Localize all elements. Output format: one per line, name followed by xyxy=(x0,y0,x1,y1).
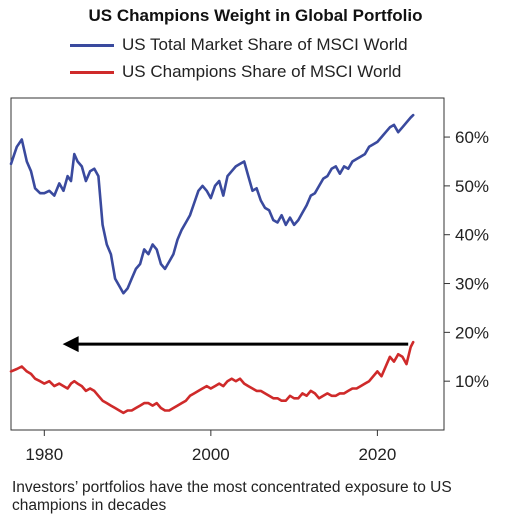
y-tick-label: 60% xyxy=(455,128,489,147)
chart-caption: Investors’ portfolios have the most conc… xyxy=(12,479,452,514)
y-tick-label: 30% xyxy=(455,275,489,294)
chart-title: US Champions Weight in Global Portfolio xyxy=(88,6,423,25)
x-tick-label: 2020 xyxy=(358,445,396,464)
y-tick-label: 10% xyxy=(455,372,489,391)
series-line-us-champions xyxy=(9,340,415,415)
legend-label: US Champions Share of MSCI World xyxy=(122,62,402,81)
legend-item-us-champions: US Champions Share of MSCI World xyxy=(70,62,401,82)
x-tick-label: 2000 xyxy=(192,445,230,464)
legend-item-us-total-market: US Total Market Share of MSCI World xyxy=(70,35,408,55)
plot-frame xyxy=(10,97,445,431)
x-tick-label: 1980 xyxy=(25,445,63,464)
legend-swatch-blue xyxy=(70,43,114,47)
arrow-head xyxy=(62,336,79,353)
y-tick-label: 50% xyxy=(455,177,489,196)
legend-label: US Total Market Share of MSCI World xyxy=(122,35,408,54)
y-tick-label: 20% xyxy=(455,323,489,342)
legend-swatch-red xyxy=(70,70,114,74)
series-line-us-total-market xyxy=(9,113,415,295)
y-tick-label: 40% xyxy=(455,226,489,245)
